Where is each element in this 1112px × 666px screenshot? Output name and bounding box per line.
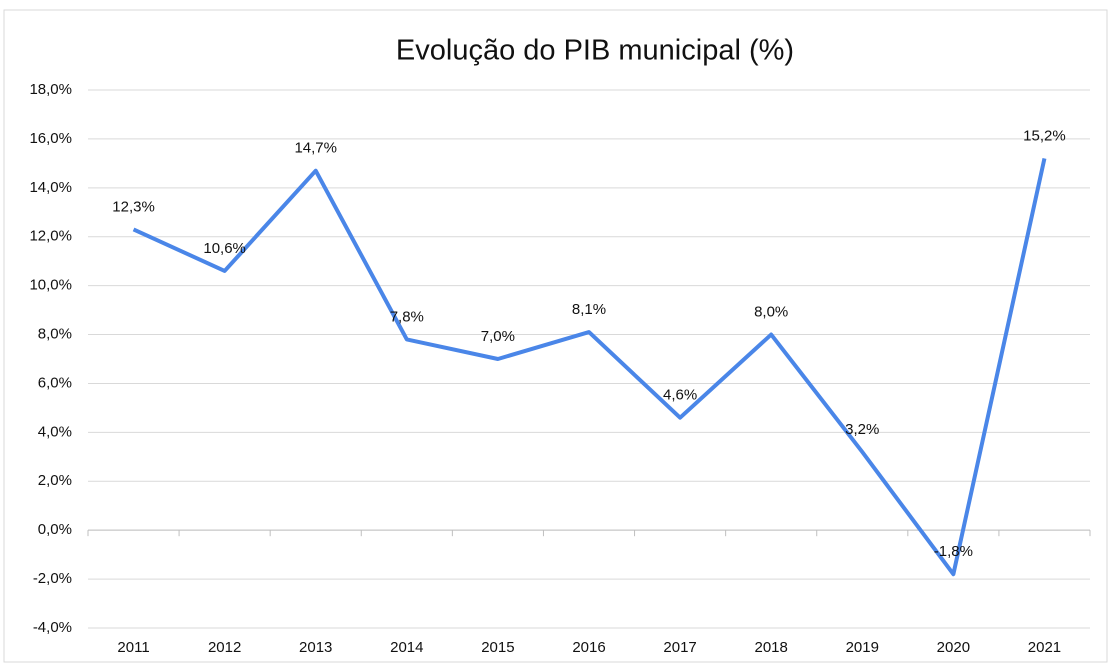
- y-tick-label: 8,0%: [38, 326, 72, 343]
- x-tick-label: 2019: [846, 639, 879, 656]
- y-tick-label: 0,0%: [38, 521, 72, 538]
- data-label: 15,2%: [1023, 127, 1066, 144]
- data-label: 7,8%: [390, 308, 424, 325]
- x-tick-label: 2016: [572, 639, 605, 656]
- x-tick-label: 2017: [663, 639, 696, 656]
- data-label: 8,1%: [572, 301, 606, 318]
- x-tick-label: 2021: [1028, 639, 1061, 656]
- y-tick-label: 4,0%: [38, 423, 72, 440]
- y-tick-label: 18,0%: [29, 81, 72, 98]
- x-tick-label: 2020: [937, 639, 970, 656]
- y-tick-label: -2,0%: [33, 570, 72, 587]
- data-label: 12,3%: [112, 198, 155, 215]
- y-tick-label: -4,0%: [33, 619, 72, 636]
- data-line: [132, 158, 1047, 577]
- x-tick-label: 2018: [754, 639, 787, 656]
- x-tick-label: 2013: [299, 639, 332, 656]
- data-label: 4,6%: [663, 387, 697, 404]
- data-label: 8,0%: [754, 304, 788, 321]
- y-tick-label: 12,0%: [29, 228, 72, 245]
- x-tick-label: 2014: [390, 639, 423, 656]
- data-label: 10,6%: [203, 240, 246, 257]
- data-label: 7,0%: [481, 328, 515, 345]
- x-tick-label: 2015: [481, 639, 514, 656]
- x-tick-label: 2011: [117, 639, 149, 656]
- y-tick-label: 6,0%: [38, 374, 72, 391]
- y-tick-label: 14,0%: [29, 179, 72, 196]
- y-tick-label: 16,0%: [29, 130, 72, 147]
- chart-frame: [3, 9, 1108, 663]
- chart-title: Evolução do PIB municipal (%): [396, 35, 794, 67]
- data-label: 3,2%: [845, 421, 879, 438]
- y-tick-label: 10,0%: [29, 277, 72, 294]
- x-tick-label: 2012: [208, 639, 241, 656]
- data-label: -1,8%: [934, 543, 973, 560]
- y-tick-label: 2,0%: [38, 472, 72, 489]
- data-label: 14,7%: [294, 140, 337, 157]
